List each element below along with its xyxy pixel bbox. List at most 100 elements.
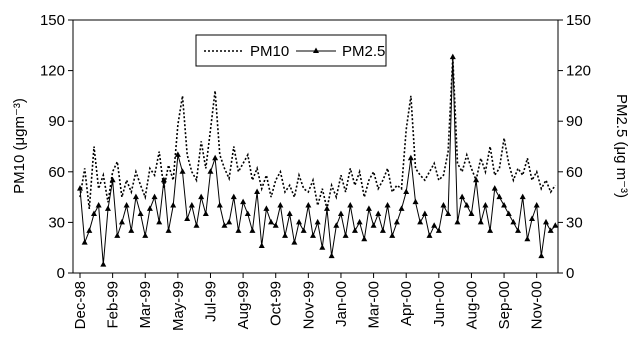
x-tick-label: Oct-99 bbox=[268, 281, 285, 326]
point-marker bbox=[240, 198, 247, 205]
point-marker bbox=[365, 205, 372, 211]
point-marker bbox=[505, 210, 512, 216]
legend-marker bbox=[313, 47, 319, 53]
point-marker bbox=[347, 202, 354, 208]
point-marker bbox=[132, 193, 139, 200]
point-marker bbox=[463, 202, 470, 208]
y-tick-label: 30 bbox=[48, 214, 65, 231]
point-marker bbox=[412, 198, 419, 205]
point-marker bbox=[454, 218, 461, 225]
point-marker bbox=[547, 227, 554, 233]
point-marker bbox=[221, 222, 228, 228]
x-tick-label: Sep-00 bbox=[496, 281, 513, 329]
point-marker bbox=[244, 210, 251, 216]
point-marker bbox=[179, 168, 186, 174]
y2-tick-label: 120 bbox=[566, 63, 591, 80]
point-marker bbox=[319, 244, 326, 250]
point-marker bbox=[333, 222, 340, 228]
point-marker bbox=[286, 210, 293, 216]
point-marker bbox=[174, 151, 181, 157]
point-marker bbox=[477, 218, 484, 225]
point-marker bbox=[226, 218, 233, 225]
point-marker bbox=[193, 222, 200, 228]
point-marker bbox=[230, 193, 237, 200]
point-marker bbox=[137, 210, 144, 216]
point-marker bbox=[529, 215, 536, 222]
point-marker bbox=[258, 242, 265, 249]
point-marker bbox=[291, 239, 298, 245]
y-tick-label: 120 bbox=[40, 63, 65, 80]
point-marker bbox=[379, 227, 386, 233]
series-line bbox=[79, 57, 556, 210]
point-marker bbox=[473, 176, 480, 183]
point-marker bbox=[407, 154, 414, 161]
x-tick-label: Apr-00 bbox=[398, 281, 415, 326]
point-marker bbox=[263, 205, 270, 211]
point-marker bbox=[282, 232, 289, 238]
point-marker bbox=[491, 185, 498, 191]
point-marker bbox=[356, 218, 363, 225]
point-marker bbox=[254, 188, 261, 195]
point-marker bbox=[170, 202, 177, 208]
point-marker bbox=[431, 222, 438, 228]
legend-label: PM2.5 bbox=[342, 43, 385, 60]
y-tick-label: 150 bbox=[40, 12, 65, 29]
x-tick-label: May-99 bbox=[170, 281, 187, 331]
point-marker bbox=[151, 193, 158, 200]
point-marker bbox=[440, 202, 447, 208]
x-tick-label: Aug-99 bbox=[235, 281, 252, 329]
point-marker bbox=[515, 227, 522, 233]
y-tick-label: 90 bbox=[48, 113, 65, 130]
point-marker bbox=[389, 232, 396, 238]
point-marker bbox=[118, 218, 125, 225]
x-tick-label: Dec-98 bbox=[72, 281, 89, 329]
point-marker bbox=[370, 222, 377, 228]
point-marker bbox=[104, 205, 111, 211]
point-marker bbox=[235, 227, 242, 233]
point-marker bbox=[123, 202, 130, 208]
point-marker bbox=[351, 227, 358, 233]
point-marker bbox=[277, 202, 284, 208]
point-marker bbox=[445, 210, 452, 216]
y2-tick-label: 0 bbox=[566, 265, 574, 282]
x-tick-label: Jan-00 bbox=[333, 281, 350, 327]
legend-box bbox=[195, 34, 387, 67]
y2-tick-label: 150 bbox=[566, 12, 591, 29]
point-marker bbox=[449, 53, 456, 60]
legend-label: PM10 bbox=[250, 43, 289, 60]
point-marker bbox=[417, 218, 424, 225]
x-tick-label: Jul-99 bbox=[202, 281, 219, 322]
y2-tick-label: 30 bbox=[566, 214, 583, 231]
point-marker bbox=[128, 227, 135, 233]
point-marker bbox=[100, 261, 107, 267]
point-marker bbox=[552, 222, 559, 228]
point-marker bbox=[212, 154, 219, 161]
point-marker bbox=[337, 210, 344, 216]
point-marker bbox=[184, 215, 191, 222]
point-marker bbox=[487, 227, 494, 233]
point-marker bbox=[114, 232, 121, 238]
point-marker bbox=[188, 202, 195, 208]
point-marker bbox=[375, 210, 382, 216]
point-marker bbox=[95, 202, 102, 208]
point-marker bbox=[198, 193, 205, 200]
point-marker bbox=[426, 232, 433, 238]
point-marker bbox=[249, 227, 256, 233]
x-tick-label: Nov-00 bbox=[529, 281, 546, 329]
point-marker bbox=[524, 235, 531, 242]
x-tick-label: Nov-99 bbox=[300, 281, 317, 329]
point-marker bbox=[328, 252, 335, 259]
x-tick-label: Feb-99 bbox=[105, 281, 122, 329]
point-marker bbox=[207, 168, 214, 174]
point-marker bbox=[538, 252, 545, 259]
point-marker bbox=[421, 210, 428, 216]
point-marker bbox=[296, 218, 303, 225]
point-marker bbox=[305, 202, 312, 208]
point-marker bbox=[77, 185, 83, 191]
point-marker bbox=[272, 222, 279, 228]
point-marker bbox=[393, 218, 400, 225]
point-marker bbox=[314, 218, 321, 225]
point-marker bbox=[109, 176, 116, 183]
y-tick-label: 0 bbox=[57, 265, 65, 282]
